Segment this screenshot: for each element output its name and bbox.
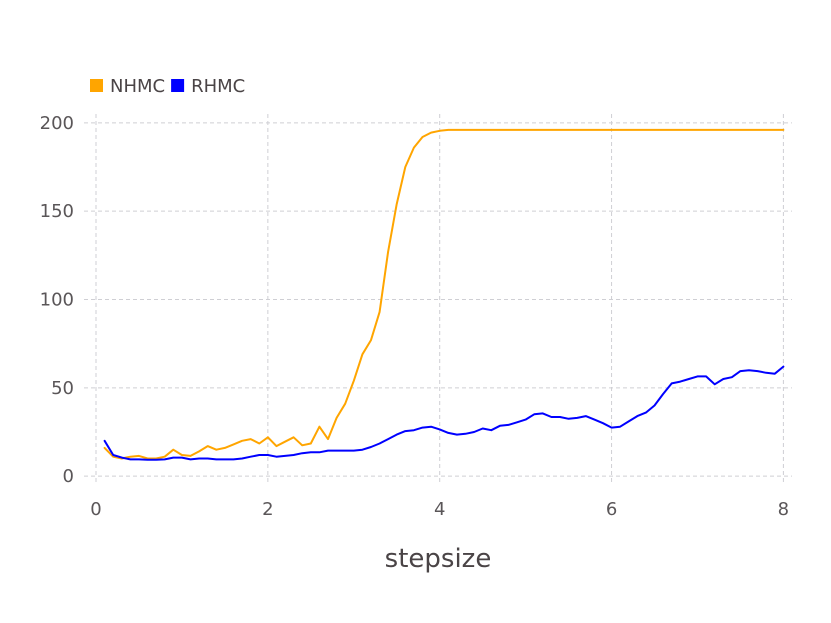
y-tick-label: 100 <box>40 290 74 311</box>
legend-item-nhmc: NHMC <box>90 76 165 97</box>
legend-swatch <box>171 79 185 92</box>
y-tick-label: 150 <box>40 201 74 222</box>
x-tick-label: 0 <box>90 499 101 520</box>
x-tick-label: 8 <box>778 499 789 520</box>
series-lines <box>103 128 785 461</box>
x-tick-label: 4 <box>434 499 445 520</box>
y-tick-label: 0 <box>63 466 74 487</box>
legend: NHMC RHMC <box>90 76 245 97</box>
series-line-rhmc <box>103 365 785 461</box>
legend-label: RHMC <box>191 76 245 97</box>
y-tick-label: 50 <box>51 378 74 399</box>
y-tick-labels: 0 50 100 150 200 <box>40 113 74 487</box>
legend-item-rhmc: RHMC <box>171 76 245 97</box>
series-line-nhmc <box>103 128 785 460</box>
x-tick-label: 6 <box>606 499 617 520</box>
x-axis-title: stepsize <box>385 544 492 574</box>
x-tick-labels: 0 2 4 6 8 <box>90 499 789 520</box>
legend-label: NHMC <box>110 76 165 97</box>
x-tick-label: 2 <box>262 499 273 520</box>
legend-swatch <box>90 79 103 92</box>
y-tick-label: 200 <box>40 113 74 134</box>
grid-lines <box>84 114 792 485</box>
